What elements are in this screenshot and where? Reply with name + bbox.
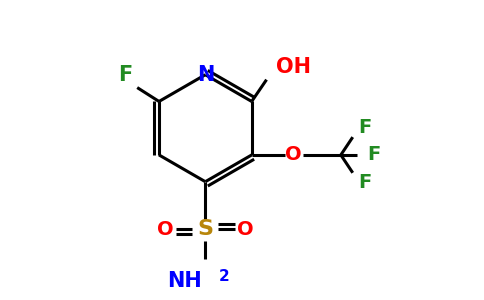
Text: O: O <box>285 146 302 164</box>
Text: F: F <box>118 65 133 85</box>
Text: O: O <box>237 220 253 239</box>
Text: 2: 2 <box>219 269 230 284</box>
Text: S: S <box>197 219 213 239</box>
Text: OH: OH <box>276 57 311 77</box>
Text: F: F <box>367 146 381 164</box>
Text: NH: NH <box>167 271 202 291</box>
Text: F: F <box>359 118 372 137</box>
Text: N: N <box>197 65 214 85</box>
Text: F: F <box>359 173 372 192</box>
Text: O: O <box>157 220 174 239</box>
